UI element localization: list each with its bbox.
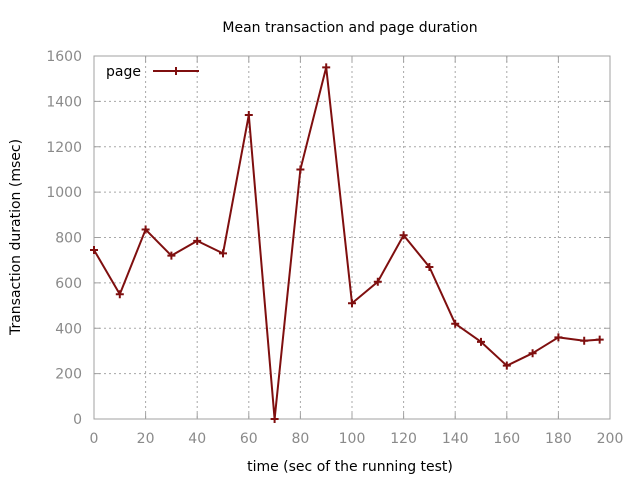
y-tick-label: 400 [55, 321, 82, 337]
x-axis-tick-labels: 0 20 40 60 80 100 120 140 160 180 200 [90, 431, 624, 447]
x-tick-label: 60 [240, 431, 258, 447]
y-tick-label: 1200 [46, 140, 82, 156]
x-tick-label: 0 [90, 431, 99, 447]
y-tick-label: 1400 [46, 94, 82, 110]
data-point-marker [425, 262, 434, 271]
data-point-marker [595, 335, 604, 344]
x-tick-label: 200 [597, 431, 624, 447]
data-point-marker [244, 110, 253, 119]
data-point-marker [193, 236, 202, 245]
y-tick-label: 200 [55, 367, 82, 383]
y-axis-label: Transaction duration (msec) [8, 139, 24, 336]
x-tick-label: 80 [291, 431, 309, 447]
legend-plus-marker [172, 67, 180, 75]
x-tick-label: 40 [188, 431, 206, 447]
data-point-marker [451, 319, 460, 328]
data-point-marker [580, 336, 589, 345]
series-layer [90, 63, 604, 423]
axis-ticks [93, 55, 611, 420]
x-tick-label: 100 [339, 431, 366, 447]
data-point-marker [296, 165, 305, 174]
y-tick-label: 800 [55, 231, 82, 247]
data-point-marker [322, 63, 331, 72]
data-point-marker [115, 290, 124, 299]
legend-marker-page [172, 67, 180, 75]
data-point-marker [219, 249, 227, 258]
legend-label-page: page [106, 64, 141, 80]
legend: page [106, 64, 199, 80]
x-tick-label: 20 [137, 431, 155, 447]
series-line-page [93, 66, 600, 420]
x-tick-label: 140 [442, 431, 469, 447]
data-point-marker [373, 277, 382, 286]
y-tick-label: 0 [73, 412, 82, 428]
x-tick-label: 180 [545, 431, 572, 447]
y-axis-tick-labels: 0 200 400 600 800 1000 1200 1400 1600 [46, 49, 82, 428]
data-point-marker [528, 349, 537, 358]
data-point-marker [502, 361, 511, 370]
data-point-marker [141, 225, 150, 234]
data-point-marker [477, 337, 485, 346]
data-point-marker [90, 245, 98, 254]
x-tick-label: 160 [493, 431, 520, 447]
y-tick-label: 1000 [46, 185, 82, 201]
data-point-marker [399, 231, 408, 240]
data-point-marker [270, 415, 279, 423]
data-point-marker [554, 333, 563, 342]
grid [94, 56, 610, 419]
data-point-marker [167, 251, 176, 260]
y-tick-label: 1600 [46, 49, 82, 65]
x-axis-label: time (sec of the running test) [247, 459, 453, 475]
y-tick-label: 600 [55, 276, 82, 292]
data-point-marker [348, 299, 356, 308]
x-tick-label: 120 [390, 431, 417, 447]
chart-title: Mean transaction and page duration [222, 20, 477, 36]
